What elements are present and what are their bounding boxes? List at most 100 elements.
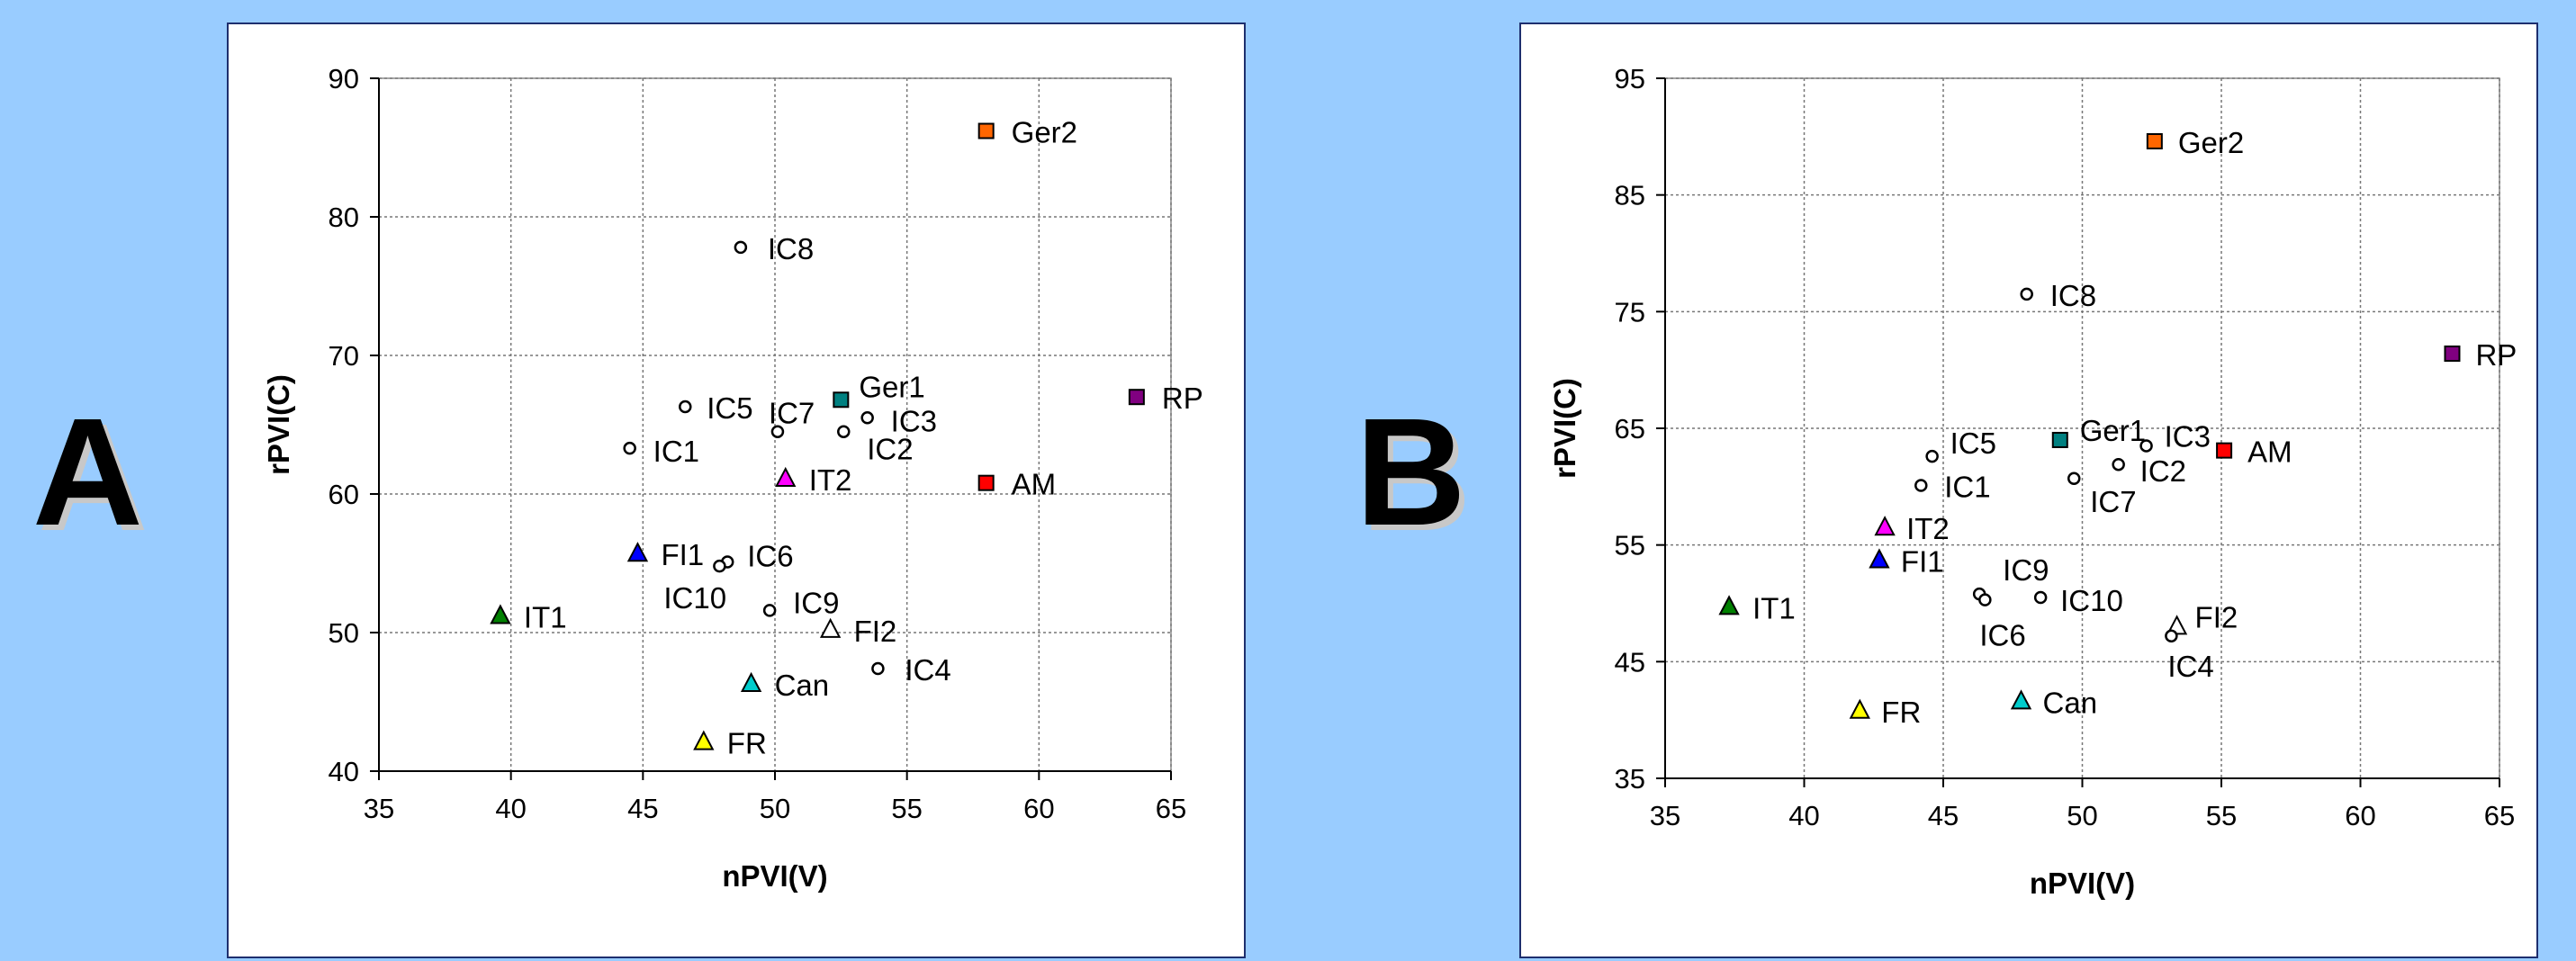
point-ic4 [871,661,885,676]
point-fi1 [1869,548,1890,569]
point-ger2 [977,122,995,139]
y-tick-label: 85 [1615,180,1645,211]
point-ic3 [2139,439,2153,453]
point-fr [1849,698,1870,719]
point-label-fi1: FI1 [1901,545,1944,579]
point-label-ic7: IC7 [769,397,815,430]
point-label-am: AM [2247,436,2292,469]
point-label-fr: FR [727,727,767,760]
point-ger1 [2051,431,2068,448]
point-ic5 [679,400,692,414]
point-label-ic7: IC7 [2090,485,2136,518]
point-it2 [775,466,797,488]
point-ic2 [837,425,851,438]
point-label-ic8: IC8 [768,232,814,265]
x-tick-label: 60 [2345,800,2375,831]
point-am [977,474,995,491]
point-ic10 [713,559,726,573]
x-tick-label: 40 [1788,800,1819,831]
point-it2 [1874,516,1896,536]
point-label-fi1: FI1 [661,538,704,571]
point-ic1 [623,441,636,455]
x-tick-label: 50 [2067,800,2097,831]
point-ic6 [1978,593,1992,606]
point-it1 [490,604,511,624]
x-axis-title: nPVI(V) [722,859,827,893]
point-ic8 [2020,287,2033,301]
point-label-ic9: IC9 [793,586,839,619]
point-label-fi2: FI2 [2195,600,2238,633]
y-tick-label: 40 [329,756,359,787]
point-label-ger1: Ger1 [859,370,924,403]
x-tick-label: 45 [627,793,658,824]
x-tick-label: 65 [1156,793,1186,824]
y-axis-title: rPVI(C) [1548,378,1581,479]
point-ger2 [2146,133,2163,150]
point-can [2010,689,2032,710]
point-label-ic2: IC2 [867,433,913,466]
point-label-fi2: FI2 [854,615,897,648]
point-label-ic4: IC4 [905,653,950,687]
point-am [2216,442,2233,459]
point-ic2 [2112,457,2125,472]
point-label-ic6: IC6 [1979,619,2025,652]
x-tick-label: 55 [891,793,922,824]
point-fi1 [626,542,649,562]
point-label-fr: FR [1881,696,1921,729]
point-label-ger1: Ger1 [2080,414,2146,447]
point-ic9 [762,604,777,617]
point-label-ic9: IC9 [2003,553,2049,587]
x-tick-label: 35 [364,793,394,824]
x-tick-label: 60 [1023,793,1054,824]
x-tick-label: 50 [760,793,790,824]
y-tick-label: 55 [1615,530,1645,561]
scatter-chart-a: 35 40 45 50 55 60 65405060708090nPVI(V)rPVI(C)… [262,63,1203,893]
point-label-ic10: IC10 [663,581,726,615]
point-label-rp: RP [1162,382,1203,415]
point-label-ic10: IC10 [2060,584,2123,617]
point-ic1 [1914,479,1928,492]
point-label-it2: IT2 [809,463,852,497]
x-tick-label: 55 [2206,800,2237,831]
point-label-ic6: IC6 [747,539,793,572]
point-fi2 [819,617,842,638]
point-it1 [1718,595,1740,615]
point-label-ic8: IC8 [2050,279,2096,312]
y-tick-label: 75 [1615,296,1645,328]
y-tick-label: 35 [1615,763,1645,795]
point-label-can: Can [775,669,830,702]
y-tick-label: 70 [329,340,359,372]
y-tick-label: 95 [1615,63,1645,94]
point-ic3 [860,411,874,425]
point-label-ic3: IC3 [891,404,937,437]
point-label-it2: IT2 [1906,512,1950,545]
x-axis-title: nPVI(V) [2030,867,2135,900]
y-tick-label: 60 [329,479,359,510]
panel-letter-a: A [32,387,143,558]
y-tick-label: 50 [329,617,359,649]
y-tick-label: 45 [1615,646,1645,678]
point-rp [2444,346,2461,363]
point-label-ger2: Ger2 [2178,126,2244,159]
y-tick-label: 80 [329,202,359,233]
point-ic4 [2165,629,2178,643]
point-label-ic3: IC3 [2165,419,2211,453]
point-label-ic2: IC2 [2140,454,2186,488]
point-fr [693,730,715,750]
panel-letter-b: B [1356,387,1466,558]
point-label-ic1: IC1 [1944,471,1990,504]
point-ic7 [770,425,785,438]
scatter-chart-b: 35 40 45 50 55 60 65 35 45 55 65 75 85 95 nPVI(V) rPVI(… [1548,63,2517,900]
y-tick-label: 90 [329,63,359,94]
point-label-rp: RP [2475,338,2517,372]
point-label-it1: IT1 [1752,591,1796,624]
point-rp [1128,389,1145,406]
point-ger1 [833,391,850,409]
x-tick-label: 65 [2484,800,2515,831]
point-label-ic4: IC4 [2167,650,2213,683]
point-label-ic5: IC5 [707,391,752,425]
point-ic10 [2033,590,2048,605]
point-label-ic5: IC5 [1950,427,1996,460]
chart-panel-b: 35 40 45 50 55 60 65 35 45 55 65 75 85 95 nPVI(V) rPVI(… [1519,22,2538,958]
y-axis-title: rPVI(C) [262,374,295,475]
